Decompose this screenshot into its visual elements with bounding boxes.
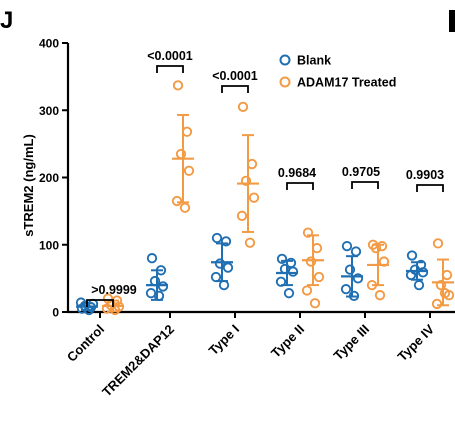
data-point <box>352 273 364 284</box>
data-point <box>341 240 353 252</box>
data-point <box>432 238 444 249</box>
data-point <box>222 262 234 273</box>
data-point <box>172 80 184 91</box>
p-value-label: <0.0001 <box>147 49 193 63</box>
data-point <box>149 275 161 287</box>
data-point <box>439 288 451 299</box>
data-point <box>302 227 314 238</box>
legend-label-adam17: ADAM17 Treated <box>297 76 396 90</box>
significance-bracket <box>286 182 314 190</box>
x-tick-label: Type I <box>206 322 242 358</box>
data-point <box>376 240 388 252</box>
data-point <box>431 298 443 310</box>
adjacent-panel-edge <box>449 10 455 32</box>
data-point <box>350 246 362 257</box>
data-point <box>155 265 167 276</box>
data-point <box>441 269 453 281</box>
data-point <box>305 256 317 267</box>
x-tick-label: TREM2&DAP12 <box>99 322 177 400</box>
p-value-label: 0.9705 <box>342 165 380 179</box>
data-point <box>417 267 429 278</box>
legend-marker-adam17 <box>279 76 291 88</box>
data-point <box>210 271 222 283</box>
data-point <box>248 192 260 203</box>
data-point <box>211 232 223 244</box>
y-axis-label: sTREM2 (ng/mL) <box>21 134 36 237</box>
data-point <box>236 210 248 221</box>
data-point <box>146 253 158 264</box>
significance-brackets: >0.9999 <0.0001 <0.0001 0.9684 0.9705 0.9903 <box>86 49 444 307</box>
significance-bracket <box>156 65 184 73</box>
data-point <box>157 281 169 292</box>
data-point <box>171 195 183 207</box>
data-point <box>181 126 193 137</box>
data-point <box>218 279 230 291</box>
data-point <box>183 165 195 176</box>
data-point <box>413 279 425 291</box>
y-tick-label: 100 <box>39 238 59 252</box>
data-point <box>153 290 165 302</box>
data-point <box>83 304 95 316</box>
y-tick-label: 300 <box>39 104 59 118</box>
data-point <box>75 297 87 308</box>
p-value-label: 0.9684 <box>278 166 316 180</box>
data-point <box>175 148 187 160</box>
legend-label-blank: Blank <box>297 54 331 68</box>
data-point <box>370 242 382 254</box>
data-point <box>348 290 360 302</box>
significance-bracket <box>86 299 114 307</box>
data-point <box>244 237 256 248</box>
y-tick-label: 0 <box>52 306 59 320</box>
y-axis: 0 100 200 300 400 <box>39 37 70 320</box>
data-point <box>240 175 252 187</box>
data-point <box>301 285 313 296</box>
significance-bracket <box>416 184 444 192</box>
data-point <box>276 253 288 265</box>
plot-area <box>75 80 455 316</box>
data-point <box>237 101 249 113</box>
data-point <box>378 256 390 267</box>
data-point <box>344 264 356 275</box>
x-tick-label: Type IV <box>394 321 437 364</box>
data-point <box>275 276 287 287</box>
data-point <box>340 283 352 295</box>
data-point <box>405 269 417 281</box>
data-point <box>435 279 447 291</box>
p-value-label: <0.0001 <box>212 69 258 83</box>
p-value-label: 0.9903 <box>406 168 444 182</box>
data-point <box>366 279 378 291</box>
x-tick-label: Control <box>64 322 107 365</box>
data-point <box>311 242 323 254</box>
data-point <box>406 250 418 261</box>
data-point <box>109 304 121 316</box>
data-point <box>214 258 226 269</box>
data-point <box>246 158 258 170</box>
data-point <box>309 298 321 309</box>
legend: Blank ADAM17 Treated <box>279 54 396 90</box>
data-point <box>374 290 386 301</box>
data-point <box>283 288 295 299</box>
significance-bracket <box>221 85 249 93</box>
panel-label: J <box>0 7 13 34</box>
y-tick-label: 200 <box>39 171 59 185</box>
data-point <box>220 236 232 247</box>
p-value-label: >0.9999 <box>91 283 137 297</box>
data-point <box>101 303 113 314</box>
significance-bracket <box>351 181 379 189</box>
data-point <box>179 202 191 213</box>
legend-marker-blank <box>279 54 291 66</box>
y-tick-label: 400 <box>39 37 59 51</box>
x-tick-label: Type II <box>268 322 307 361</box>
data-point <box>287 266 299 277</box>
data-point <box>313 271 325 283</box>
x-tick-label: Type III <box>331 322 373 364</box>
